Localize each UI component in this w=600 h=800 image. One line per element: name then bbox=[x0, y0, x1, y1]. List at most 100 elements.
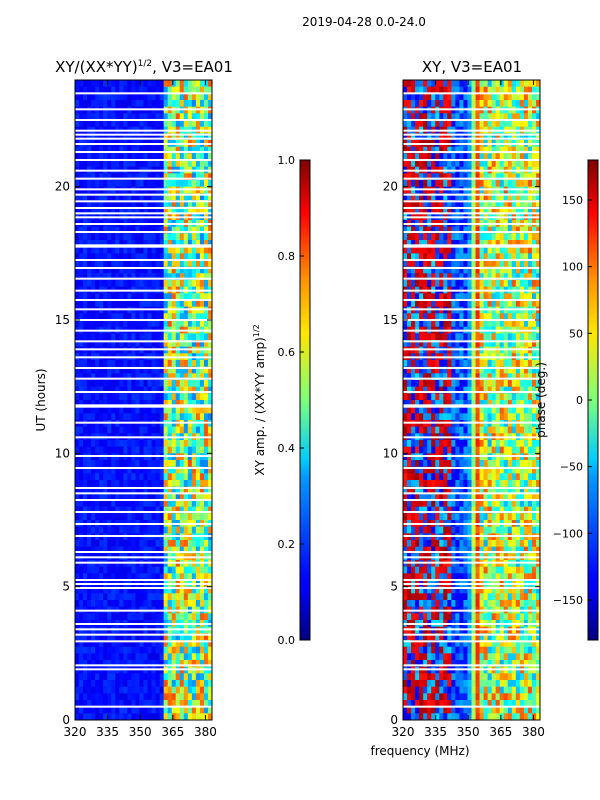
heatmap-cell bbox=[103, 566, 108, 574]
heatmap-cell bbox=[151, 573, 156, 581]
heatmap-cell bbox=[475, 293, 480, 301]
heatmap-cell bbox=[203, 240, 209, 248]
heatmap-cell bbox=[127, 360, 132, 368]
heatmap-cell bbox=[171, 686, 177, 694]
heatmap-cell bbox=[147, 293, 152, 301]
heatmap-cell bbox=[155, 426, 161, 434]
heatmap-cell bbox=[167, 493, 173, 501]
heatmap-cell bbox=[475, 200, 480, 208]
heatmap-cell bbox=[435, 100, 440, 108]
heatmap-cell bbox=[115, 480, 120, 488]
heatmap-cell bbox=[115, 713, 120, 721]
heatmap-cell bbox=[195, 246, 201, 254]
heatmap-cell bbox=[163, 80, 169, 88]
heatmap-cell bbox=[527, 300, 533, 308]
heatmap-cell bbox=[179, 680, 185, 688]
heatmap-cell bbox=[451, 80, 456, 88]
heatmap-cell bbox=[127, 93, 132, 101]
heatmap-cell bbox=[207, 266, 213, 274]
heatmap-cell bbox=[131, 253, 136, 261]
heatmap-cell bbox=[103, 233, 108, 241]
heatmap-cell bbox=[467, 226, 472, 234]
heatmap-cell bbox=[447, 320, 452, 328]
heatmap-cell bbox=[143, 426, 148, 434]
heatmap-cell bbox=[155, 333, 161, 341]
heatmap-cell bbox=[183, 146, 189, 154]
heatmap-cell bbox=[483, 313, 489, 321]
heatmap-cell bbox=[207, 246, 213, 254]
heatmap-cell bbox=[135, 380, 140, 388]
heatmap-cell bbox=[171, 226, 177, 234]
heatmap-cell bbox=[91, 540, 96, 548]
heatmap-cell bbox=[99, 226, 104, 234]
heatmap-cell bbox=[115, 260, 120, 268]
heatmap-cell bbox=[443, 393, 448, 401]
heatmap-cell bbox=[203, 120, 209, 128]
heatmap-cell bbox=[519, 120, 525, 128]
heatmap-cell bbox=[123, 526, 128, 534]
heatmap-cell bbox=[455, 200, 460, 208]
heatmap-cell bbox=[459, 253, 464, 261]
heatmap-cell bbox=[119, 600, 124, 608]
heatmap-cell bbox=[155, 320, 161, 328]
heatmap-cell bbox=[187, 613, 193, 621]
heatmap-cell bbox=[531, 280, 537, 288]
heatmap-cell bbox=[115, 273, 120, 281]
heatmap-cell bbox=[515, 240, 521, 248]
amp-flag-lines bbox=[75, 92, 212, 708]
heatmap-cell bbox=[499, 246, 505, 254]
heatmap-cell bbox=[187, 480, 193, 488]
heatmap-cell bbox=[115, 493, 120, 501]
heatmap-cell bbox=[467, 273, 472, 281]
heatmap-cell bbox=[171, 413, 177, 421]
heatmap-cell bbox=[151, 373, 156, 381]
heatmap-cell bbox=[519, 173, 525, 181]
heatmap-cell bbox=[475, 120, 480, 128]
heatmap-cell bbox=[471, 153, 476, 161]
heatmap-cell bbox=[191, 200, 197, 208]
heatmap-cell bbox=[75, 146, 80, 154]
heatmap-cell bbox=[191, 540, 197, 548]
heatmap-cell bbox=[431, 193, 436, 201]
heatmap-cell bbox=[203, 233, 209, 241]
heatmap-cell bbox=[99, 313, 104, 321]
heatmap-cell bbox=[83, 540, 88, 548]
heatmap-cell bbox=[159, 513, 165, 521]
heatmap-cell bbox=[203, 593, 209, 601]
heatmap-cell bbox=[91, 566, 96, 574]
heatmap-cell bbox=[83, 173, 88, 181]
heatmap-cell bbox=[147, 493, 152, 501]
heatmap-cell bbox=[123, 380, 128, 388]
heatmap-cell bbox=[471, 240, 476, 248]
heatmap-cell bbox=[183, 293, 189, 301]
heatmap-cell bbox=[171, 526, 177, 534]
heatmap-cell bbox=[511, 240, 517, 248]
heatmap-cell bbox=[479, 253, 484, 261]
heatmap-cell bbox=[143, 633, 148, 641]
heatmap-cell bbox=[159, 600, 165, 608]
heatmap-cell bbox=[495, 113, 501, 121]
heatmap-cell bbox=[187, 713, 193, 721]
heatmap-cell bbox=[79, 513, 84, 521]
heatmap-cell bbox=[79, 180, 84, 188]
heatmap-cell bbox=[535, 86, 541, 94]
heatmap-cell bbox=[491, 333, 497, 341]
heatmap-cell bbox=[111, 380, 116, 388]
heatmap-cell bbox=[511, 333, 517, 341]
heatmap-cell bbox=[131, 680, 136, 688]
heatmap-cell bbox=[195, 266, 201, 274]
heatmap-cell bbox=[79, 200, 84, 208]
heatmap-cell bbox=[99, 466, 104, 474]
heatmap-cell bbox=[75, 380, 80, 388]
heatmap-cell bbox=[175, 253, 181, 261]
heatmap-cell bbox=[99, 120, 104, 128]
heatmap-cell bbox=[419, 120, 424, 128]
heatmap-cell bbox=[91, 373, 96, 381]
heatmap-cell bbox=[207, 546, 213, 554]
heatmap-cell bbox=[495, 100, 501, 108]
heatmap-cell bbox=[103, 313, 108, 321]
heatmap-cell bbox=[207, 100, 213, 108]
heatmap-cell bbox=[155, 133, 161, 141]
heatmap-cell bbox=[187, 513, 193, 521]
y-tick-label: 20 bbox=[55, 180, 70, 194]
